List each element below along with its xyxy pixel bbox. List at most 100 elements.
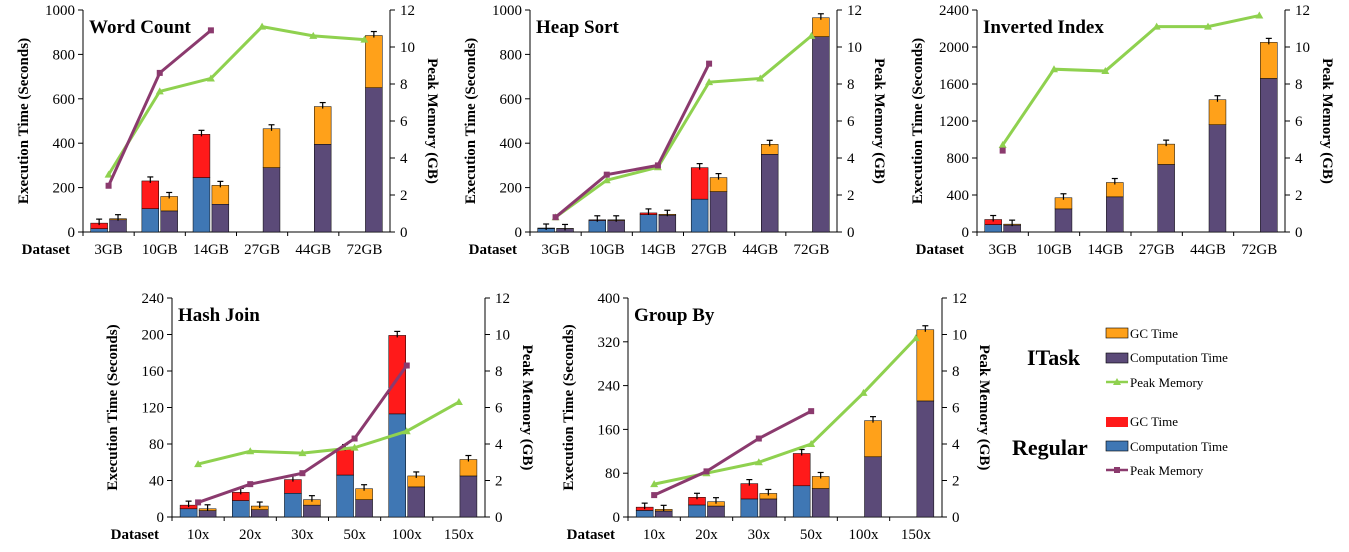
regular-mem-point [808, 408, 815, 415]
itask-comp-bar [1260, 78, 1278, 233]
itask-mem-point [309, 31, 318, 39]
itask-gc-bar [1106, 182, 1124, 198]
regular-mem-point [654, 162, 661, 169]
regular-comp-bar [141, 208, 160, 233]
x-tick-label: 44GB [742, 242, 778, 258]
y2-tick-label: 8 [400, 77, 408, 93]
legend-regular-comp-text: Computation Time [1130, 439, 1228, 454]
regular-mem-point [755, 435, 762, 442]
itask-gc-bar [211, 185, 230, 205]
itask-mem-point [705, 78, 714, 86]
y2-tick-label: 0 [847, 225, 855, 241]
itask-mem-point [194, 460, 203, 468]
itask-comp-bar [355, 499, 373, 518]
x-tick-label: 30x [291, 527, 314, 543]
y-tick-label: 240 [598, 379, 621, 395]
y-axis-title: Execution Time (Seconds) [561, 324, 577, 490]
itask-comp-bar [759, 498, 778, 518]
y-tick-label: 320 [598, 335, 621, 351]
y2-axis-title: Peak Memory (GB) [976, 345, 992, 471]
legend-regular-gc-swatch [1106, 417, 1128, 427]
y2-tick-label: 2 [1295, 188, 1303, 204]
chart-title: Hash Join [178, 305, 260, 326]
y-axis-title: Execution Time (Seconds) [463, 38, 479, 204]
y-tick-label: 0 [68, 225, 76, 241]
x-axis-title: Dataset [916, 242, 964, 258]
itask-gc-bar [812, 17, 830, 37]
y-tick-label: 80 [149, 437, 164, 453]
regular-comp-bar [740, 498, 759, 518]
y2-tick-label: 2 [952, 474, 960, 490]
chart-title: Inverted Index [983, 17, 1104, 38]
y2-tick-label: 4 [400, 151, 408, 167]
chart-4: 0 80 160 240 320 400 0 2 4 6 8 10 12 10x 20x 30x 50x 100x… [561, 291, 992, 543]
y-tick-label: 1200 [939, 114, 969, 130]
itask-mem-point [1152, 22, 1161, 30]
regular-comp-bar [984, 224, 1002, 233]
y-tick-label: 160 [598, 422, 621, 438]
x-axis-title: Dataset [111, 527, 159, 543]
regular-mem-point [706, 60, 713, 67]
itask-mem-line [197, 400, 460, 466]
x-tick-label: 3GB [94, 242, 122, 258]
y-tick-label: 600 [53, 92, 76, 108]
regular-mem-point [703, 468, 710, 475]
itask-mem-point [258, 22, 267, 30]
regular-mem-line [554, 62, 711, 219]
legend-regular-mem-marker [1114, 467, 1120, 473]
x-tick-label: 50x [800, 527, 823, 543]
itask-gc-bar [459, 459, 478, 477]
y-tick-label: 200 [142, 328, 165, 344]
regular-comp-bar [639, 214, 658, 233]
regular-comp-bar [688, 504, 706, 518]
y-tick-label: 2000 [939, 40, 969, 56]
itask-comp-bar [916, 400, 935, 518]
legend-regular-label: Regular [1012, 435, 1088, 460]
x-tick-label: 27GB [244, 242, 280, 258]
x-tick-label: 150x [444, 527, 475, 543]
itask-gc-bar [160, 196, 178, 212]
regular-gc-bar [792, 453, 811, 487]
regular-comp-bar [232, 500, 250, 518]
y-tick-label: 600 [500, 92, 523, 108]
itask-gc-bar [1208, 99, 1227, 125]
x-tick-label: 150x [901, 527, 932, 543]
x-tick-label: 14GB [1087, 242, 1123, 258]
regular-gc-bar [388, 335, 406, 415]
itask-comp-bar [1106, 196, 1124, 233]
itask-mem-point [350, 443, 359, 451]
y2-tick-label: 10 [952, 328, 967, 344]
itask-comp-bar [607, 220, 625, 233]
itask-gc-bar [314, 106, 332, 145]
legend-itask-gc-text: GC Time [1130, 326, 1178, 341]
x-tick-label: 20x [239, 527, 262, 543]
y2-tick-label: 4 [847, 151, 855, 167]
itask-gc-bar [864, 420, 882, 458]
x-tick-label: 30x [748, 527, 771, 543]
y2-tick-label: 2 [847, 188, 855, 204]
itask-mem-line [107, 25, 365, 176]
itask-mem-point [402, 427, 411, 435]
x-tick-label: 10x [187, 527, 210, 543]
regular-mem-point [156, 69, 163, 76]
itask-gc-bar [1157, 143, 1175, 165]
x-tick-label: 20x [695, 527, 718, 543]
itask-mem-point [754, 458, 763, 466]
itask-mem-point [1101, 67, 1110, 75]
y2-tick-label: 8 [952, 364, 960, 380]
y-tick-label: 200 [53, 181, 76, 197]
x-tick-label: 27GB [1139, 242, 1175, 258]
itask-comp-bar [459, 475, 478, 518]
regular-mem-point [552, 214, 559, 221]
x-tick-label: 50x [343, 527, 366, 543]
regular-mem-point [403, 362, 410, 369]
x-tick-label: 3GB [988, 242, 1016, 258]
regular-gc-bar [336, 448, 354, 476]
y2-tick-label: 0 [1295, 225, 1303, 241]
itask-mem-point [360, 35, 369, 43]
y2-tick-label: 12 [847, 3, 862, 19]
regular-comp-bar [690, 198, 709, 233]
y2-tick-label: 10 [495, 328, 510, 344]
y-tick-label: 80 [605, 466, 620, 482]
itask-comp-bar [407, 486, 425, 518]
